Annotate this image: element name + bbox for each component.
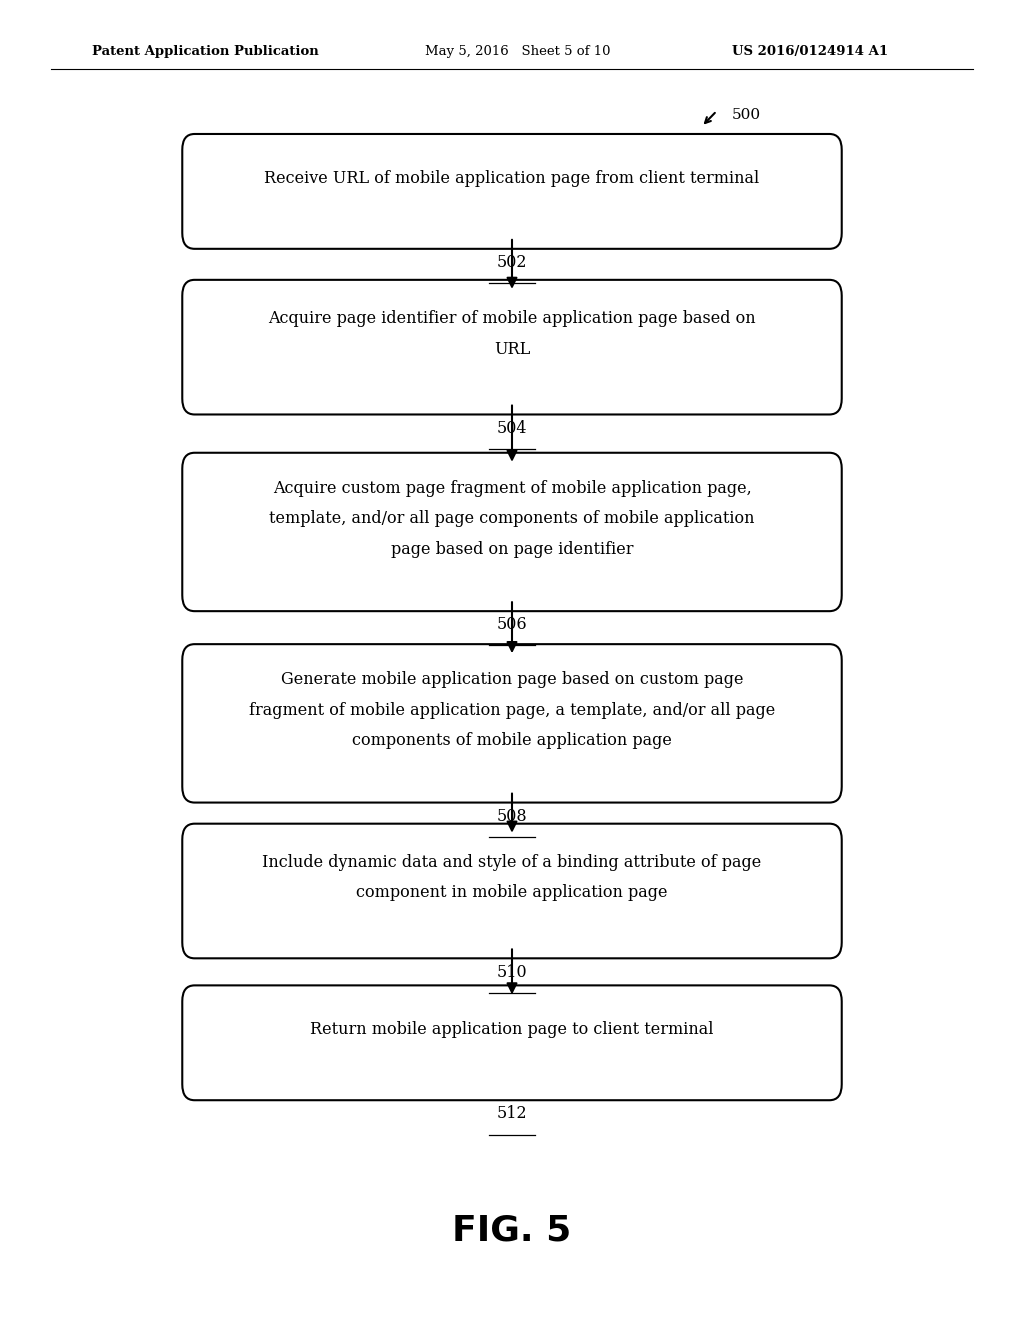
- Text: URL: URL: [494, 341, 530, 358]
- Text: 506: 506: [497, 616, 527, 634]
- Text: 510: 510: [497, 964, 527, 981]
- Text: 504: 504: [497, 420, 527, 437]
- Text: 508: 508: [497, 808, 527, 825]
- Text: Receive URL of mobile application page from client terminal: Receive URL of mobile application page f…: [264, 170, 760, 186]
- FancyBboxPatch shape: [182, 644, 842, 803]
- Text: Patent Application Publication: Patent Application Publication: [92, 45, 318, 58]
- Text: Include dynamic data and style of a binding attribute of page: Include dynamic data and style of a bind…: [262, 854, 762, 871]
- Text: template, and/or all page components of mobile application: template, and/or all page components of …: [269, 511, 755, 527]
- FancyBboxPatch shape: [182, 824, 842, 958]
- Text: components of mobile application page: components of mobile application page: [352, 733, 672, 748]
- Text: page based on page identifier: page based on page identifier: [391, 541, 633, 557]
- FancyBboxPatch shape: [182, 985, 842, 1101]
- Text: 502: 502: [497, 253, 527, 271]
- Text: Generate mobile application page based on custom page: Generate mobile application page based o…: [281, 672, 743, 688]
- Text: Acquire custom page fragment of mobile application page,: Acquire custom page fragment of mobile a…: [272, 480, 752, 496]
- Text: 512: 512: [497, 1106, 527, 1122]
- Text: Acquire page identifier of mobile application page based on: Acquire page identifier of mobile applic…: [268, 310, 756, 327]
- Text: US 2016/0124914 A1: US 2016/0124914 A1: [732, 45, 888, 58]
- Text: Return mobile application page to client terminal: Return mobile application page to client…: [310, 1022, 714, 1038]
- Text: 500: 500: [732, 108, 761, 123]
- FancyBboxPatch shape: [182, 453, 842, 611]
- FancyBboxPatch shape: [182, 280, 842, 414]
- Text: May 5, 2016   Sheet 5 of 10: May 5, 2016 Sheet 5 of 10: [425, 45, 610, 58]
- Text: component in mobile application page: component in mobile application page: [356, 884, 668, 902]
- FancyBboxPatch shape: [182, 135, 842, 248]
- Text: fragment of mobile application page, a template, and/or all page: fragment of mobile application page, a t…: [249, 702, 775, 718]
- Text: FIG. 5: FIG. 5: [453, 1213, 571, 1247]
